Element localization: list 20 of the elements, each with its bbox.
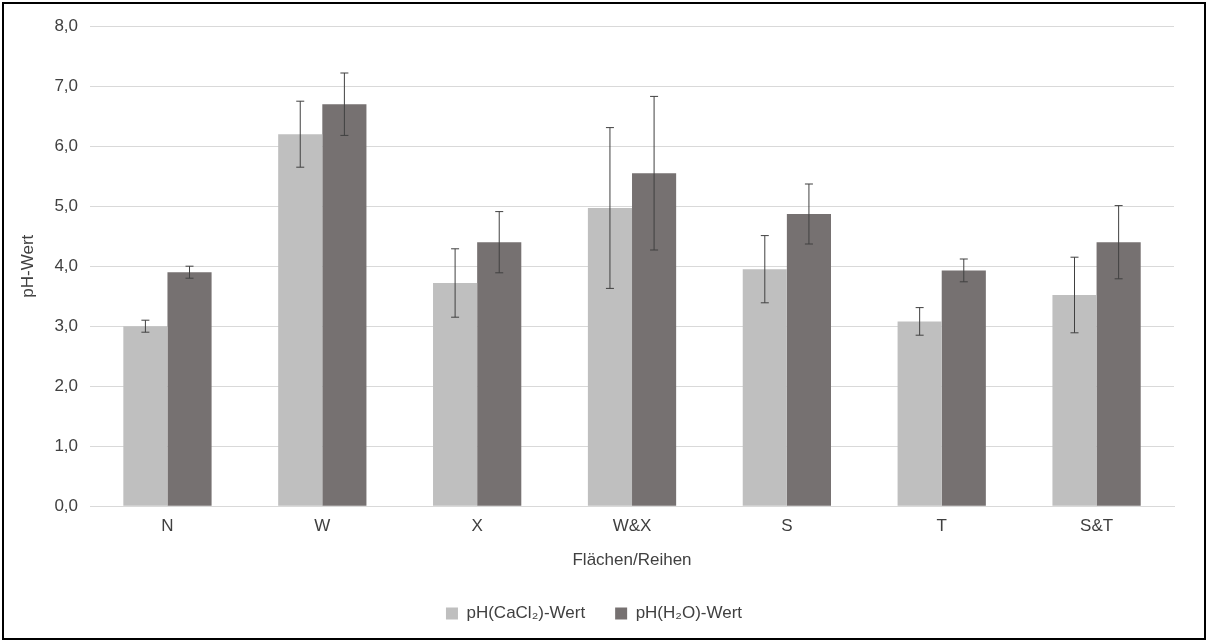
y-tick-label: 0,0	[54, 495, 79, 515]
y-tick-label: 6,0	[54, 135, 79, 155]
x-axis-title: Flächen/Reihen	[572, 550, 692, 570]
y-tick-label: 1,0	[54, 435, 79, 455]
x-tick-label: W&X	[612, 516, 652, 536]
x-tick-label: S&T	[1080, 516, 1114, 536]
legend-label: pH(H₂O)-Wert	[635, 603, 743, 623]
y-tick-label: 2,0	[54, 375, 79, 395]
x-tick-label: W	[314, 516, 331, 536]
x-tick-label: X	[471, 516, 483, 536]
x-tick-label: S	[781, 516, 793, 536]
y-axis-title: pH-Wert	[17, 234, 37, 298]
y-tick-label: 7,0	[54, 75, 79, 95]
y-tick-label: 5,0	[54, 195, 79, 215]
y-tick-label: 4,0	[54, 255, 79, 275]
legend-label: pH(CaCl₂)-Wert	[466, 603, 586, 623]
x-tick-label: N	[161, 516, 174, 536]
y-tick-label: 8,0	[54, 15, 79, 35]
x-tick-label: T	[936, 516, 947, 536]
y-tick-label: 3,0	[54, 315, 79, 335]
